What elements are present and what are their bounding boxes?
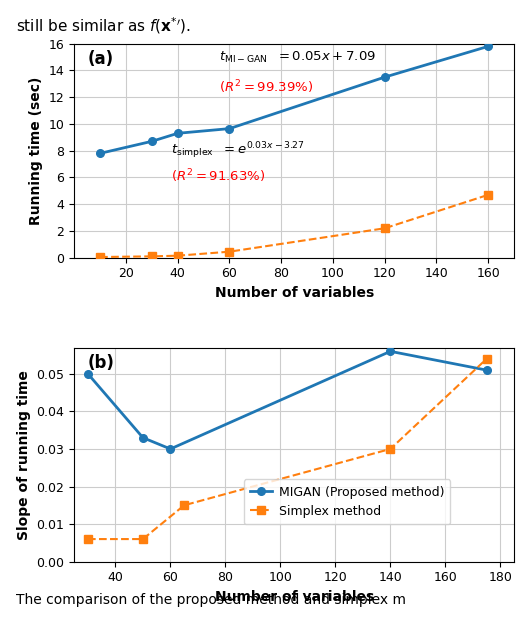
- Line: MIGAN (Proposed method): MIGAN (Proposed method): [84, 348, 490, 453]
- Simplex method: [387, 445, 394, 452]
- Simplex method: [140, 535, 146, 543]
- Simplex method: [483, 355, 490, 363]
- MIGAN (Proposed method): [387, 348, 394, 355]
- Line: Simplex method: Simplex method: [84, 355, 490, 543]
- X-axis label: Number of variables: Number of variables: [215, 286, 374, 300]
- Text: $(R^2 = 91.63\%)$: $(R^2 = 91.63\%)$: [171, 168, 265, 185]
- MIGAN (Proposed method): [167, 445, 174, 452]
- Text: $(R^2 = 99.39\%)$: $(R^2 = 99.39\%)$: [219, 78, 314, 95]
- Text: $t_{\mathrm{MI-GAN}}$  $= 0.05x + 7.09$: $t_{\mathrm{MI-GAN}}$ $= 0.05x + 7.09$: [219, 50, 376, 65]
- MIGAN (Proposed method): [140, 434, 146, 441]
- Text: $t_{\mathrm{simplex}}$  $= e^{0.03x-3.27}$: $t_{\mathrm{simplex}}$ $= e^{0.03x-3.27}…: [171, 140, 305, 160]
- MIGAN (Proposed method): [483, 366, 490, 374]
- MIGAN (Proposed method): [85, 370, 91, 378]
- Text: The comparison of the proposed method and simplex m: The comparison of the proposed method an…: [16, 593, 406, 607]
- Simplex method: [85, 535, 91, 543]
- Y-axis label: Slope of running time: Slope of running time: [17, 369, 31, 540]
- Text: still be similar as $f(\mathbf{x}^{*\prime})$.: still be similar as $f(\mathbf{x}^{*\pri…: [16, 16, 191, 36]
- Legend: MIGAN (Proposed method), Simplex method: MIGAN (Proposed method), Simplex method: [244, 479, 450, 524]
- X-axis label: Number of variables: Number of variables: [215, 590, 374, 604]
- Text: (a): (a): [87, 50, 113, 68]
- Y-axis label: Running time (sec): Running time (sec): [29, 77, 43, 225]
- Text: (b): (b): [87, 354, 114, 372]
- Simplex method: [181, 502, 188, 509]
